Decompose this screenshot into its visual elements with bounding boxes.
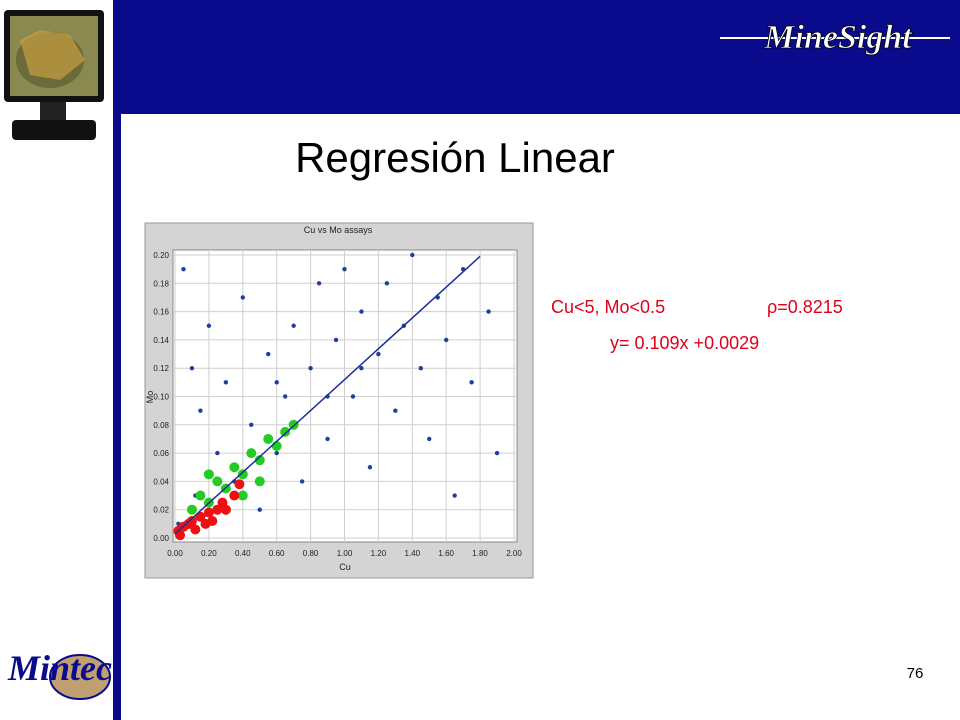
scatter-point: [203, 507, 214, 518]
scatter-point: [186, 504, 197, 515]
y-tick-label: 0.14: [153, 336, 169, 345]
chart-title: Cu vs Mo assays: [304, 225, 373, 235]
minesight-logo: MineSight: [720, 19, 950, 56]
side-bar: [113, 0, 121, 720]
scatter-point: [308, 366, 313, 371]
chart: Cu vs Mo assays Cu Mo 0.00 0.20 0.40 0.60 0.…: [144, 222, 534, 579]
scatter-point: [234, 479, 245, 490]
scatter-point: [325, 436, 330, 442]
scatter-point: [266, 351, 271, 357]
scatter-point: [274, 450, 279, 456]
header-band: [121, 0, 960, 114]
scatter-point: [181, 266, 186, 272]
scatter-point: [195, 490, 206, 501]
scatter-point: [220, 504, 231, 515]
scatter-point: [237, 490, 248, 501]
scatter-point: [229, 490, 240, 501]
x-tick-label: 1.20: [371, 549, 387, 558]
scatter-point: [427, 436, 432, 442]
scatter-point: [316, 281, 322, 286]
scatter-point: [274, 380, 279, 385]
scatter-point: [190, 524, 201, 535]
annotation: ρ=0.8215: [767, 297, 843, 317]
y-tick-label: 0.10: [153, 393, 169, 402]
x-tick-label: 0.60: [269, 549, 285, 558]
scatter-point: [444, 337, 449, 343]
y-axis-label: Mo: [145, 391, 155, 404]
scatter-point: [263, 433, 274, 444]
slide-title: Regresión Linear: [295, 134, 615, 181]
scatter-point: [452, 493, 457, 498]
scatter-point: [254, 455, 265, 466]
x-tick-label: 1.80: [472, 549, 488, 558]
annotation: Cu<5, Mo<0.5: [551, 297, 666, 317]
scatter-point: [223, 380, 229, 385]
scatter-point: [212, 476, 223, 487]
scatter-point: [486, 309, 491, 314]
y-tick-label: 0.02: [153, 506, 169, 515]
scatter-point: [410, 252, 415, 258]
scatter-point: [186, 516, 197, 527]
header-logo: MineSight: [763, 19, 913, 56]
scatter-point: [215, 450, 220, 456]
scatter-point: [254, 476, 265, 487]
scatter-point: [350, 394, 356, 399]
scatter-point: [189, 366, 195, 371]
scatter-point: [246, 448, 257, 459]
x-tick-label: 1.60: [438, 549, 454, 558]
scatter-point: [229, 462, 240, 473]
scatter-point: [212, 504, 223, 515]
scatter-point: [237, 469, 248, 480]
scatter-point: [198, 408, 203, 413]
scatter-point: [359, 366, 364, 371]
page-number: 76: [907, 665, 924, 682]
scatter-point: [203, 469, 214, 480]
footer-logo: Mintec: [7, 648, 112, 688]
scatter-point: [175, 530, 186, 541]
scatter-point: [257, 507, 262, 512]
x-tick-label: 1.40: [405, 549, 421, 558]
scatter-point: [333, 337, 339, 343]
scatter-point: [376, 351, 381, 357]
scatter-point: [299, 479, 305, 484]
y-tick-label: 0.00: [153, 534, 169, 543]
annotation: y= 0.109x +0.0029: [610, 333, 760, 353]
scatter-point: [393, 408, 398, 413]
y-tick-label: 0.06: [153, 449, 169, 458]
y-tick-label: 0.12: [153, 364, 169, 373]
y-tick-label: 0.16: [153, 308, 169, 317]
scatter-point: [367, 465, 373, 470]
x-axis-label: Cu: [339, 562, 351, 572]
scatter-point: [291, 323, 296, 328]
x-tick-label: 0.00: [167, 549, 183, 558]
scatter-point: [271, 441, 282, 452]
scatter-point: [494, 450, 500, 456]
fit-line: [174, 255, 481, 535]
scatter-point: [342, 266, 347, 272]
y-tick-label: 0.04: [153, 477, 169, 486]
x-tick-label: 0.40: [235, 549, 251, 558]
scatter-point: [207, 516, 218, 527]
scatter-point: [384, 281, 390, 286]
scatter-point: [249, 422, 254, 427]
mintec-logo: Mintec: [7, 648, 112, 700]
scatter-point: [206, 323, 212, 328]
scatter-point: [418, 366, 423, 371]
x-tick-label: 2.00: [506, 549, 522, 558]
y-tick-label: 0.18: [153, 279, 169, 288]
scatter-point: [282, 394, 288, 399]
scatter-point: [195, 511, 206, 522]
scatter-point: [240, 295, 245, 300]
x-tick-label: 0.20: [201, 549, 217, 558]
x-tick-label: 0.80: [303, 549, 319, 558]
scatter-point: [359, 309, 364, 314]
monitor-icon: [4, 10, 104, 140]
y-tick-label: 0.08: [153, 421, 169, 430]
y-tick-label: 0.20: [153, 251, 169, 260]
x-tick-label: 1.00: [337, 549, 353, 558]
scatter-point: [280, 426, 291, 437]
scatter-point: [469, 380, 474, 385]
